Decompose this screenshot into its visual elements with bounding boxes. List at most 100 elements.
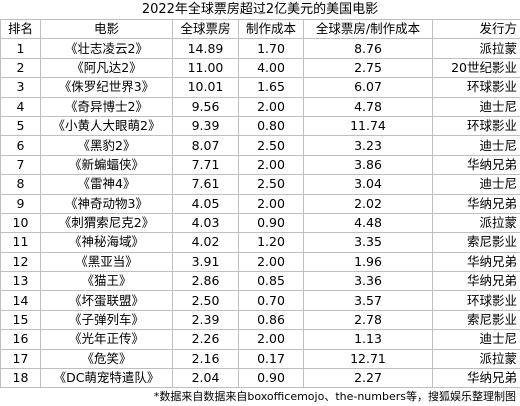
table-cell: 1.70 (239, 39, 304, 58)
table-cell: 《神奇动物3》 (41, 194, 173, 213)
table-cell: 《刺猬索尼克2》 (41, 213, 173, 232)
header-cell: 发行方 (433, 20, 520, 39)
table-cell: 4.05 (173, 194, 239, 213)
table-cell: 《壮志凌云2》 (41, 39, 173, 58)
table-cell: 华纳兄弟 (433, 369, 520, 388)
title: 2022年全球票房超过2亿美元的美国电影 (0, 0, 520, 19)
table-cell: 8 (1, 175, 41, 194)
table-cell: 7.71 (173, 155, 239, 174)
table-cell: 7.61 (173, 175, 239, 194)
table-cell: 2.00 (239, 155, 304, 174)
table-cell: 7 (1, 155, 41, 174)
table-cell: 2.00 (239, 194, 304, 213)
table-cell: 2.50 (239, 175, 304, 194)
table-cell: 0.86 (239, 310, 304, 329)
table-cell: 6.07 (304, 78, 433, 97)
table-cell: 15 (1, 310, 41, 329)
table-cell: 派拉蒙 (433, 39, 520, 58)
table-cell: 迪士尼 (433, 97, 520, 116)
table-cell: 2.27 (304, 369, 433, 388)
table-cell: 2.50 (239, 136, 304, 155)
table-cell: 2.02 (304, 194, 433, 213)
table-cell: 10 (1, 213, 41, 232)
table-cell: 9.56 (173, 97, 239, 116)
table-cell: 0.90 (239, 213, 304, 232)
table-cell: 14.89 (173, 39, 239, 58)
table-cell: 《新蝙蝠侠》 (41, 155, 173, 174)
table-cell: 《黑亚当》 (41, 252, 173, 271)
table-cell: 12.71 (304, 349, 433, 368)
table-cell: 14 (1, 291, 41, 310)
table-cell: 4.78 (304, 97, 433, 116)
table-cell: 1 (1, 39, 41, 58)
table-cell: 4.03 (173, 213, 239, 232)
table-cell: 2.00 (239, 252, 304, 271)
table-cell: 环球影业 (433, 116, 520, 135)
table-cell: 华纳兄弟 (433, 252, 520, 271)
table-cell: 3.23 (304, 136, 433, 155)
table-cell: 0.17 (239, 349, 304, 368)
table-cell: 3.35 (304, 233, 433, 252)
table-cell: 8.76 (304, 39, 433, 58)
table-cell: 9 (1, 194, 41, 213)
table-cell: 2.39 (173, 310, 239, 329)
header-row: 排名电影全球票房制作成本全球票房/制作成本发行方 (1, 20, 520, 39)
header-cell: 排名 (1, 20, 41, 39)
table-cell: 11 (1, 233, 41, 252)
table-cell: 4.02 (173, 233, 239, 252)
table-cell: 迪士尼 (433, 330, 520, 349)
table-cell: 2.04 (173, 369, 239, 388)
table-cell: 《坏蛋联盟》 (41, 291, 173, 310)
header-cell: 电影 (41, 20, 173, 39)
table-cell: 11.00 (173, 58, 239, 77)
table-cell: 0.90 (239, 369, 304, 388)
table-cell: 12 (1, 252, 41, 271)
table-cell: 2.00 (239, 330, 304, 349)
table-cell: 索尼影业 (433, 310, 520, 329)
table-cell: 1.65 (239, 78, 304, 97)
table-cell: 环球影业 (433, 291, 520, 310)
table-cell: 3.04 (304, 175, 433, 194)
header-cell: 全球票房/制作成本 (304, 20, 433, 39)
table-cell: 16 (1, 330, 41, 349)
table-cell: 2.86 (173, 272, 239, 291)
table-cell: 4.48 (304, 213, 433, 232)
table-cell: 3.57 (304, 291, 433, 310)
table-cell: 索尼影业 (433, 233, 520, 252)
table-cell: 18 (1, 369, 41, 388)
table-cell: 华纳兄弟 (433, 194, 520, 213)
header-cell: 全球票房 (173, 20, 239, 39)
table-cell: 2.78 (304, 310, 433, 329)
table-cell: 4 (1, 97, 41, 116)
table-cell: 《奇异博士2》 (41, 97, 173, 116)
table-cell: 《阿凡达2》 (41, 58, 173, 77)
table-cell: 3 (1, 78, 41, 97)
table-cell: 0.80 (239, 116, 304, 135)
table-cell: 《猫王》 (41, 272, 173, 291)
table-cell: 1.13 (304, 330, 433, 349)
table-cell: 2.00 (239, 97, 304, 116)
table-cell: 9.39 (173, 116, 239, 135)
table-cell: 1.96 (304, 252, 433, 271)
table-cell: 2.16 (173, 349, 239, 368)
table-cell: 华纳兄弟 (433, 272, 520, 291)
table-cell: 13 (1, 272, 41, 291)
table-cell: 《光年正传》 (41, 330, 173, 349)
table-cell: 3.86 (304, 155, 433, 174)
table-cell: 3.36 (304, 272, 433, 291)
table-cell: 2.50 (173, 291, 239, 310)
